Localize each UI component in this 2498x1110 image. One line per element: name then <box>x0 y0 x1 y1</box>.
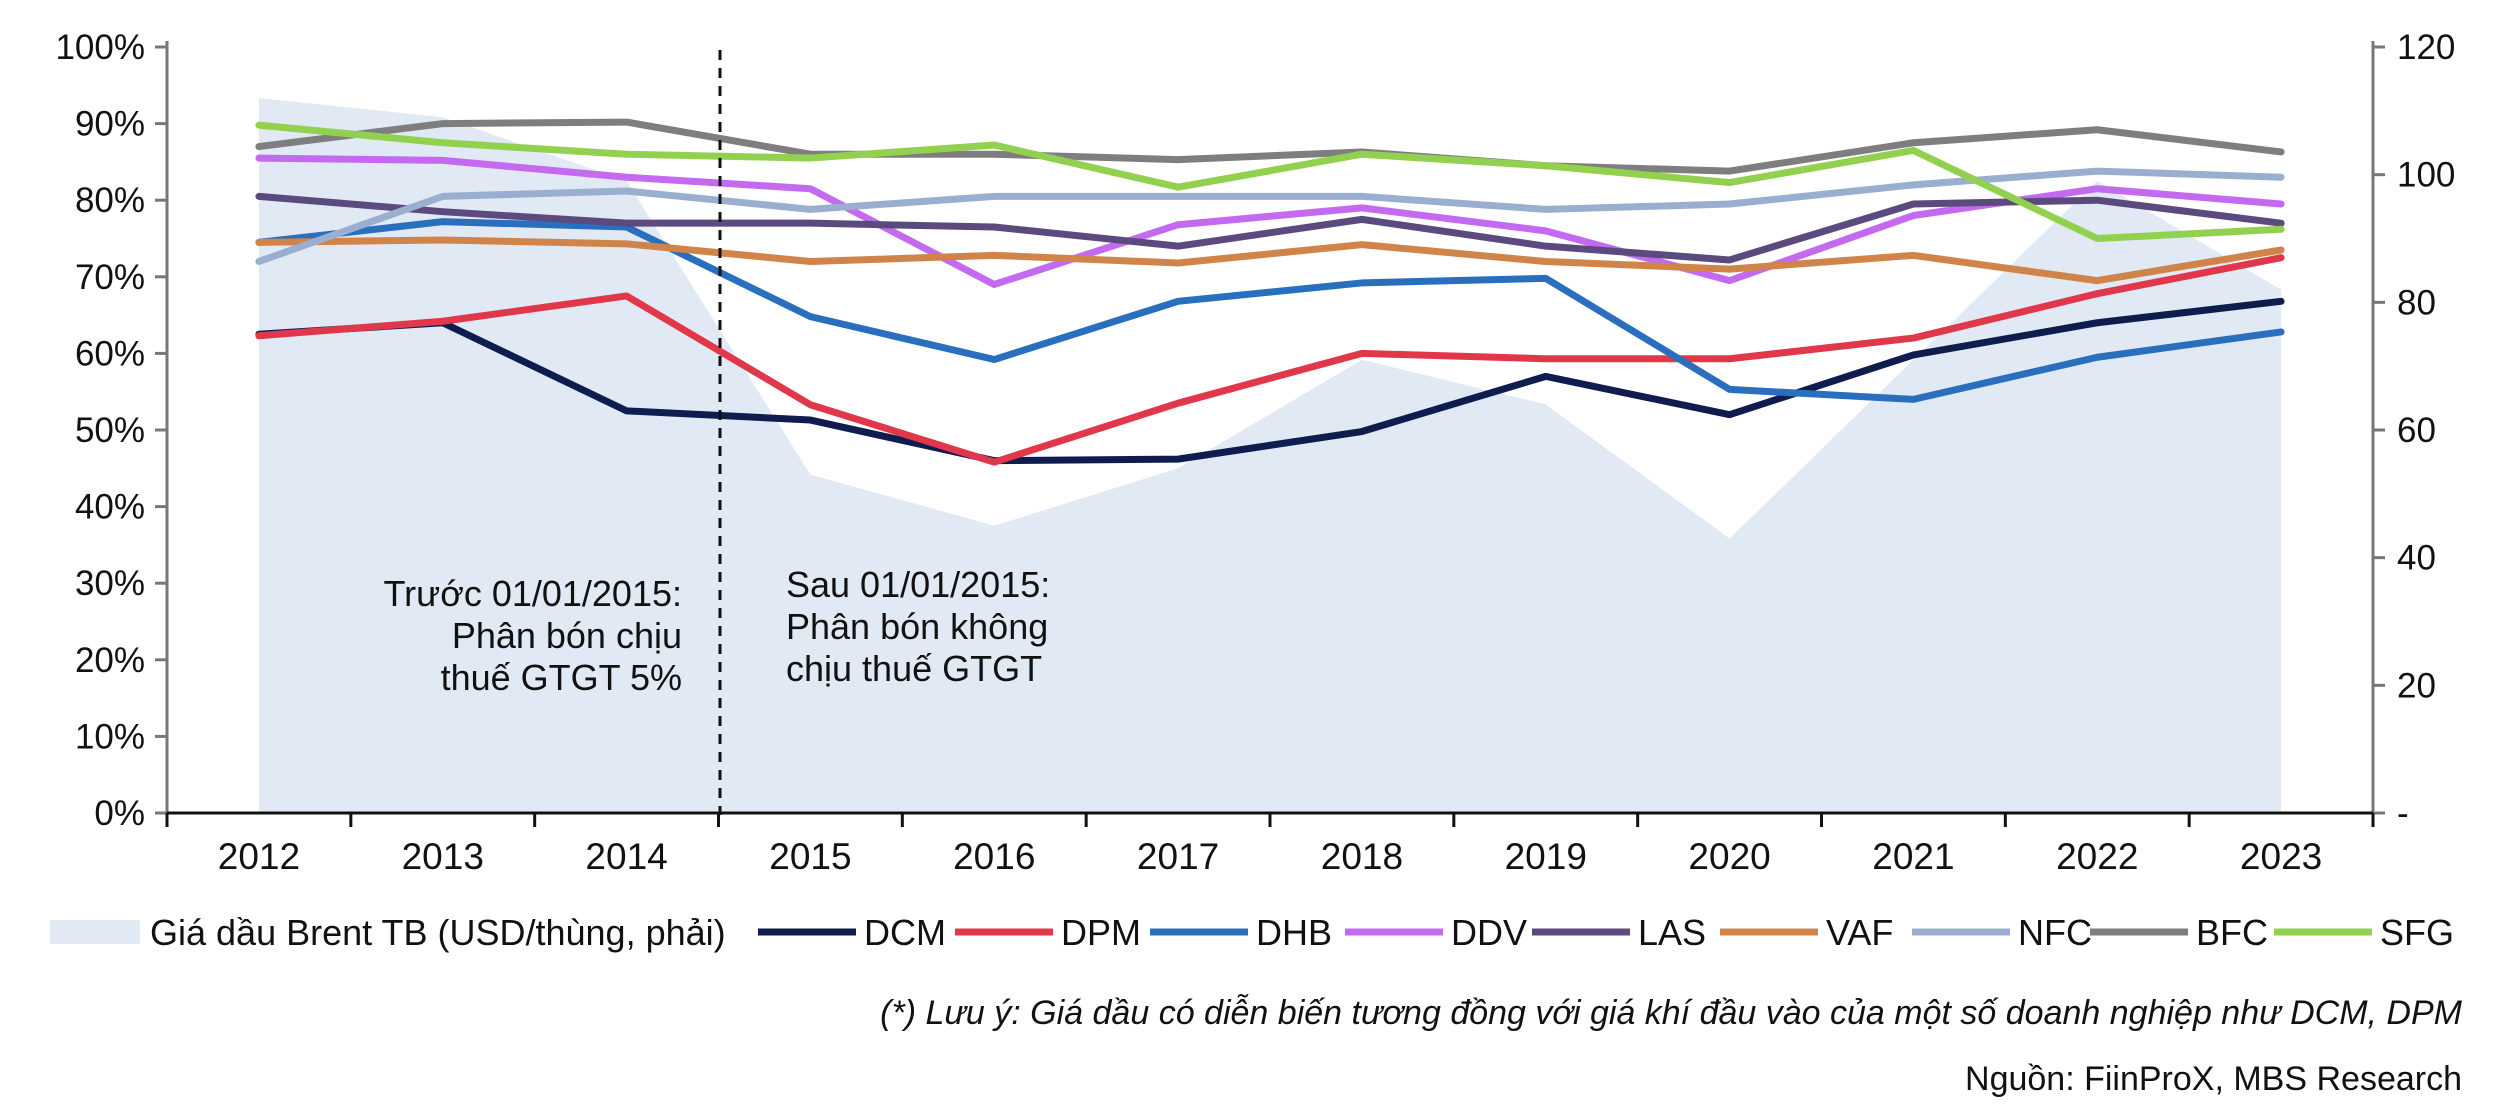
left-tick-label: 50% <box>75 411 145 450</box>
x-tick-label: 2018 <box>1321 836 1403 877</box>
right-tick-label: 40 <box>2397 539 2436 578</box>
series-line-vaf <box>255 236 2285 285</box>
legend-label-dcm: DCM <box>864 912 946 953</box>
left-tick-label: 20% <box>75 641 145 680</box>
series-line-bfc <box>255 118 2285 175</box>
annotation-before-line2: Phân bón chịu <box>452 615 682 656</box>
left-tick-label: 10% <box>75 717 145 756</box>
left-tick-label: 30% <box>75 564 145 603</box>
x-tick-label: 2017 <box>1137 836 1219 877</box>
right-tick-label: 100 <box>2397 156 2455 195</box>
left-tick-label: 90% <box>75 105 145 144</box>
legend-label-vaf: VAF <box>1826 912 1893 953</box>
right-tick-label: - <box>2397 794 2409 833</box>
x-tick-label: 2015 <box>769 836 851 877</box>
x-tick-label: 2019 <box>1505 836 1587 877</box>
x-tick-label: 2012 <box>218 836 300 877</box>
series-line-dpm <box>255 254 2285 466</box>
series-line-nfc <box>255 167 2285 265</box>
left-tick-label: 40% <box>75 488 145 527</box>
annotation-before-line3: thuế GTGT 5% <box>441 657 682 698</box>
annotation-after-line2: Phân bón không <box>786 606 1048 647</box>
annotation-after-line1: Sau 01/01/2015: <box>786 564 1050 605</box>
x-tick-label: 2020 <box>1688 836 1770 877</box>
right-tick-label: 120 <box>2397 28 2455 67</box>
series-layer <box>255 118 2285 466</box>
x-tick-label: 2013 <box>402 836 484 877</box>
source-credit: Nguồn: FiinProX, MBS Research <box>1965 1060 2462 1098</box>
series-line-las <box>255 192 2285 264</box>
legend-label-nfc: NFC <box>2018 912 2092 953</box>
legend: Giá dầu Brent TB (USD/thùng, phải) DCM DPM… <box>50 912 2454 953</box>
annotation-layer: Trước 01/01/2015: Phân bón chịu thuế GTG… <box>383 50 1050 815</box>
legend-label-las: LAS <box>1638 912 1706 953</box>
annotation-before-line1: Trước 01/01/2015: <box>383 573 682 614</box>
brent-oil-area <box>258 98 2282 814</box>
series-line-sfg <box>255 121 2285 242</box>
footnote: (*) Lưu ý: Giá dầu có diễn biến tương đồ… <box>880 994 2463 1032</box>
x-tick-label: 2021 <box>1872 836 1954 877</box>
legend-label-brent: Giá dầu Brent TB (USD/thùng, phải) <box>150 912 726 953</box>
right-tick-label: 80 <box>2397 283 2436 322</box>
right-tick-label: 60 <box>2397 411 2436 450</box>
right-tick-label: 20 <box>2397 666 2436 705</box>
left-tick-label: 100% <box>55 28 145 67</box>
series-line-ddv <box>255 154 2285 288</box>
legend-label-bfc: BFC <box>2196 912 2268 953</box>
axes-layer: 0% 10% 20% 30% 40% 50% 60% 70% 80% 90% 100% - 20 40 60… <box>55 28 2455 877</box>
legend-label-dhb: DHB <box>1256 912 1332 953</box>
legend-label-sfg: SFG <box>2380 912 2454 953</box>
legend-label-dpm: DPM <box>1061 912 1141 953</box>
left-tick-label: 0% <box>94 794 145 833</box>
left-tick-label: 70% <box>75 258 145 297</box>
legend-label-ddv: DDV <box>1451 912 1527 953</box>
brent-area-layer <box>258 98 2282 814</box>
x-tick-label: 2016 <box>953 836 1035 877</box>
x-tick-label: 2014 <box>585 836 667 877</box>
x-tick-label: 2023 <box>2240 836 2322 877</box>
x-tick-label: 2022 <box>2056 836 2138 877</box>
series-line-dhb <box>255 218 2285 403</box>
annotation-after-line3: chịu thuế GTGT <box>786 648 1042 689</box>
legend-swatch-brent <box>50 920 140 944</box>
left-tick-label: 60% <box>75 334 145 373</box>
series-line-dcm <box>255 297 2285 465</box>
left-tick-label: 80% <box>75 181 145 220</box>
